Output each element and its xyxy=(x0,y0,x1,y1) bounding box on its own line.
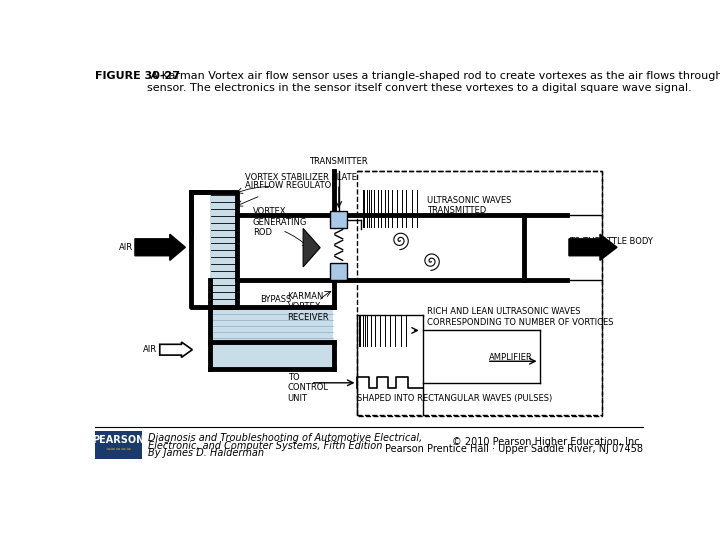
Text: Diagnosis and Troubleshooting of Automotive Electrical,: Diagnosis and Troubleshooting of Automot… xyxy=(148,433,423,443)
Text: VORTEX STABILIZER PLATE: VORTEX STABILIZER PLATE xyxy=(245,173,357,182)
Text: Pearson Prentice Hall · Upper Saddle River, NJ 07458: Pearson Prentice Hall · Upper Saddle Riv… xyxy=(384,444,642,455)
Bar xyxy=(330,211,347,228)
Text: © 2010 Pearson Higher Education, Inc.: © 2010 Pearson Higher Education, Inc. xyxy=(452,437,642,447)
Text: TRANSMITTER: TRANSMITTER xyxy=(310,158,368,166)
Bar xyxy=(96,431,142,459)
Text: AIRFLOW REGULATOR: AIRFLOW REGULATOR xyxy=(245,181,337,190)
Bar xyxy=(212,343,333,367)
Polygon shape xyxy=(303,228,320,267)
Text: PEARSON: PEARSON xyxy=(93,435,145,445)
Text: Electronic, and Computer Systems, Fifth Edition: Electronic, and Computer Systems, Fifth … xyxy=(148,441,382,450)
Text: TO
CONTROL
UNIT: TO CONTROL UNIT xyxy=(287,373,328,403)
Bar xyxy=(330,264,347,280)
Text: VORTEX
GENERATING
ROD: VORTEX GENERATING ROD xyxy=(253,207,307,237)
Text: BYPASS: BYPASS xyxy=(261,294,292,303)
Text: KARMAN
VORTEX
RECEIVER: KARMAN VORTEX RECEIVER xyxy=(287,292,329,322)
Text: By James D. Halderman: By James D. Halderman xyxy=(148,448,264,458)
Bar xyxy=(212,309,333,340)
Text: AIR: AIR xyxy=(143,345,158,354)
Text: ULTRASONIC WAVES
TRANSMITTED: ULTRASONIC WAVES TRANSMITTED xyxy=(427,195,511,215)
Text: A Karman Vortex air flow sensor uses a triangle-shaped rod to create vortexes as: A Karman Vortex air flow sensor uses a t… xyxy=(147,71,720,92)
Text: ≈≈≈≈≈: ≈≈≈≈≈ xyxy=(106,447,132,451)
FancyArrow shape xyxy=(135,234,185,260)
Text: RICH AND LEAN ULTRASONIC WAVES
CORRESPONDING TO NUMBER OF VORTICES: RICH AND LEAN ULTRASONIC WAVES CORRESPON… xyxy=(427,307,613,327)
FancyArrow shape xyxy=(160,342,192,357)
Bar xyxy=(357,171,601,416)
Text: FIGURE 30-27: FIGURE 30-27 xyxy=(96,71,181,81)
Text: SHAPED INTO RECTANGULAR WAVES (PULSES): SHAPED INTO RECTANGULAR WAVES (PULSES) xyxy=(357,394,553,403)
Bar xyxy=(210,192,238,307)
Text: TO THROTTLE BODY: TO THROTTLE BODY xyxy=(569,238,653,246)
Text: AIR: AIR xyxy=(119,243,132,252)
FancyArrow shape xyxy=(569,234,617,260)
Text: AMPLIFIER: AMPLIFIER xyxy=(489,353,533,362)
